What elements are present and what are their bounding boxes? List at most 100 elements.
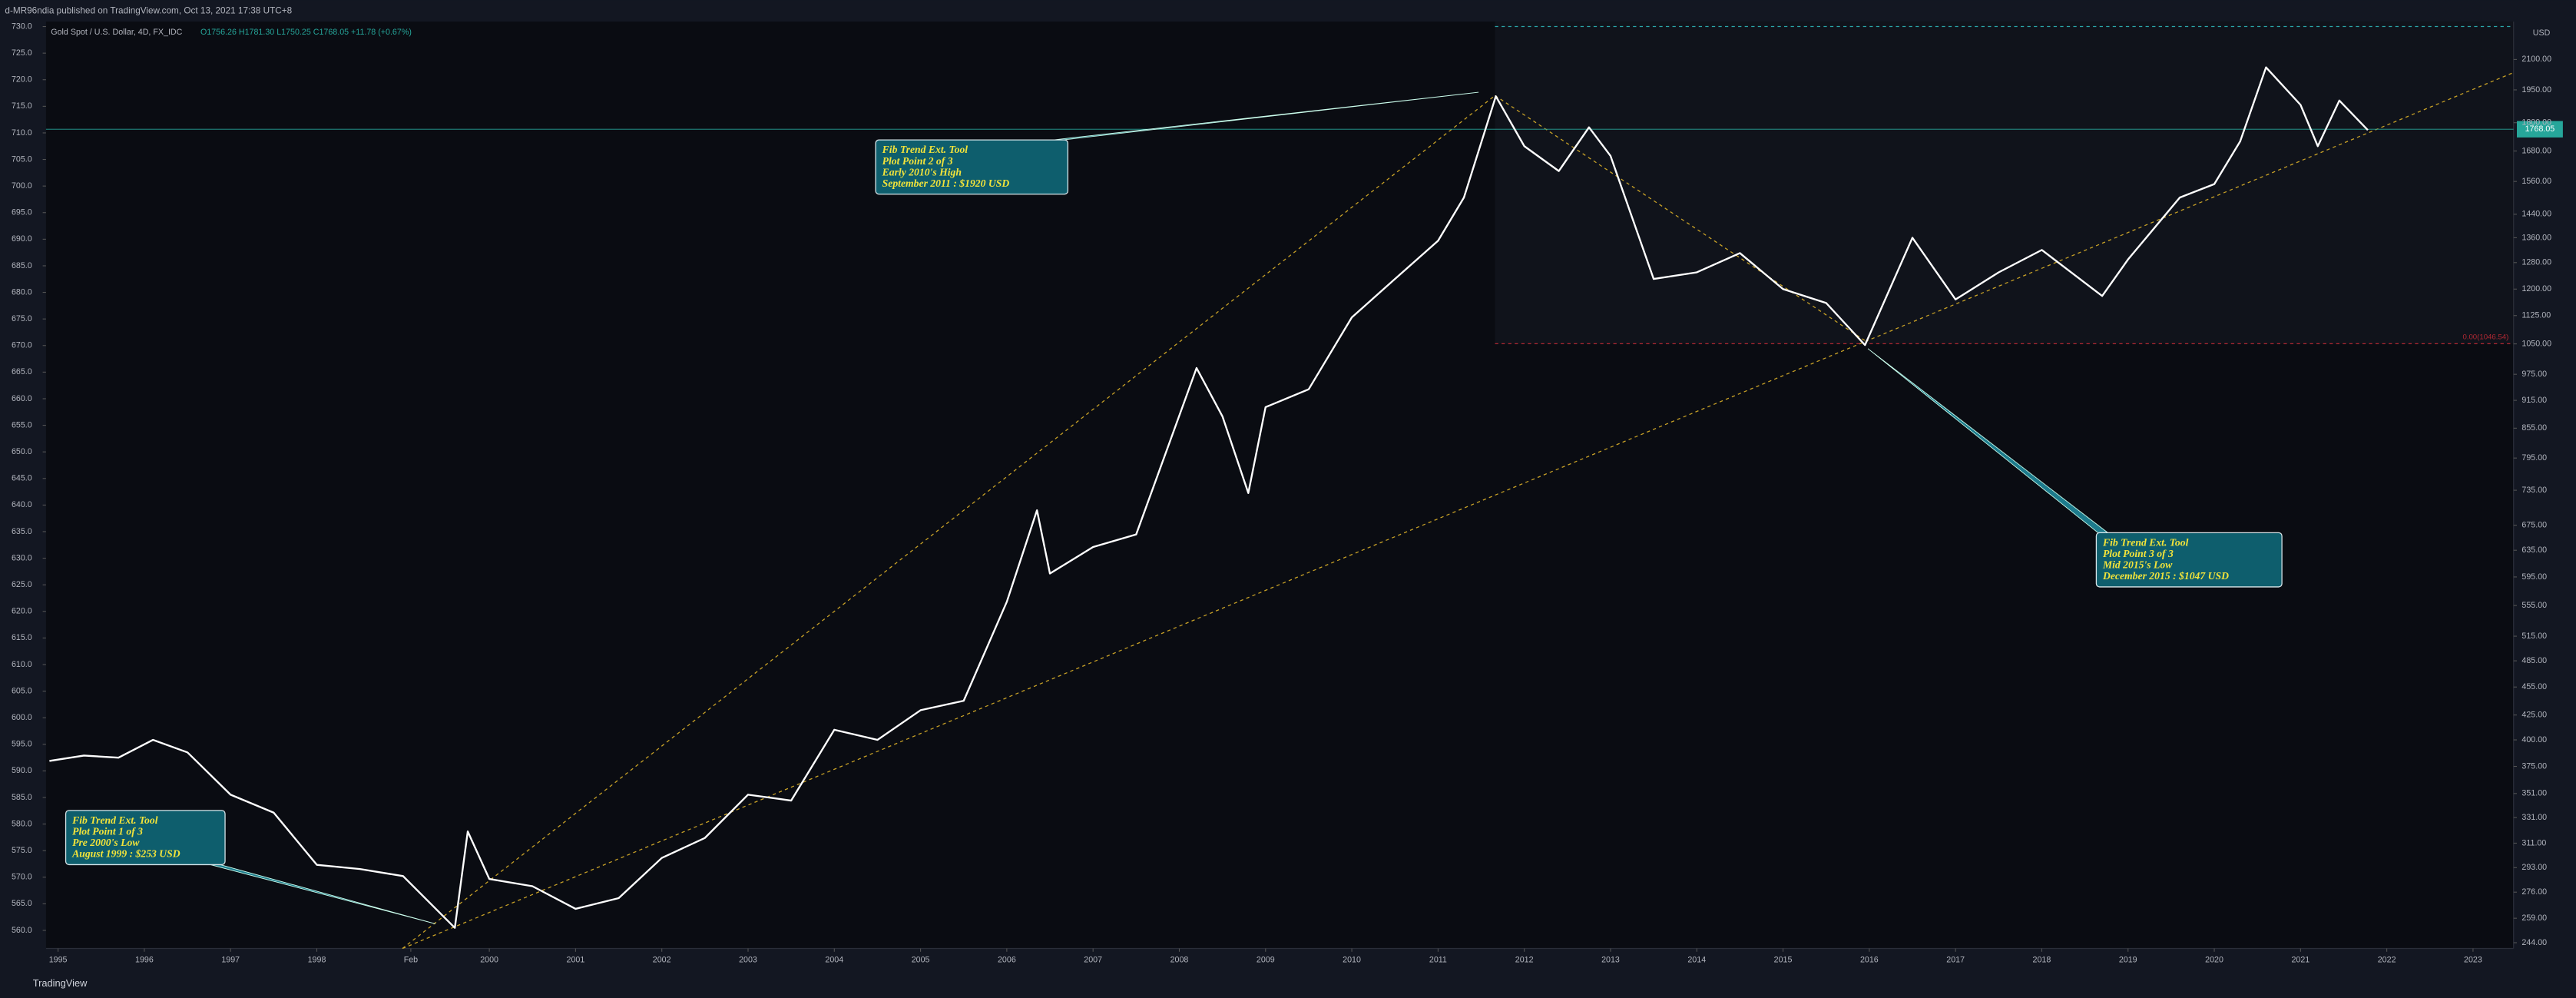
y-tick-label: 555.00 [2521, 601, 2547, 610]
price-line [49, 66, 2369, 929]
y-tick-label: 1050.00 [2521, 339, 2551, 348]
y2-tick-label: 690.0 [12, 234, 32, 244]
x-tick-label: 2018 [2033, 955, 2051, 964]
y2-tick-label: 645.0 [12, 474, 32, 483]
y2-tick-label: 595.0 [12, 740, 32, 749]
y-tick-label: 1280.00 [2521, 258, 2551, 267]
y2-tick-label: 580.0 [12, 819, 32, 828]
callout-text: September 2011 : $1920 USD [882, 177, 1010, 189]
callout-box [875, 139, 1069, 195]
callout-text: Fib Trend Ext. Tool [71, 814, 158, 826]
x-tick-label: 1997 [221, 955, 240, 964]
x-tick-label: 2022 [2378, 955, 2396, 964]
callout-text: Plot Point 1 of 3 [72, 826, 143, 837]
x-tick-label: 2008 [1170, 955, 1189, 964]
callout-box [65, 810, 226, 866]
y2-tick-label: 725.0 [12, 48, 32, 58]
drawings [45, 25, 2514, 950]
x-tick-label: 2012 [1515, 955, 1534, 964]
y2-tick-label: 670.0 [12, 341, 32, 350]
y2-tick-label: 680.0 [12, 287, 32, 297]
y-tick-label: 311.00 [2521, 838, 2546, 847]
callout-text: Early 2010's High [882, 166, 962, 177]
y2-tick-label: 625.0 [12, 580, 32, 589]
y-tick-label: 2100.00 [2521, 55, 2551, 64]
y2-tick-label: 630.0 [12, 553, 32, 562]
y-tick-label: 675.00 [2521, 520, 2547, 529]
x-tick-label: 2017 [1946, 955, 1965, 964]
axis-unit: USD [2533, 28, 2551, 38]
x-tick-label: 2019 [2119, 955, 2137, 964]
y-tick-label: 1440.00 [2521, 210, 2551, 219]
y-tick-label: 375.00 [2521, 761, 2547, 771]
x-tick-label: 2021 [2291, 955, 2309, 964]
x-tick-label: 2004 [825, 955, 843, 964]
y-tick-label: 1800.00 [2521, 118, 2551, 128]
x-tick-label: 1995 [49, 955, 68, 964]
y-tick-label: 855.00 [2521, 423, 2547, 433]
published: d-MR96ndia published on TradingView.com,… [5, 5, 292, 15]
y-tick-label: 1360.00 [2521, 233, 2551, 242]
y2-tick-label: 665.0 [12, 367, 32, 376]
last-price: 1768.05 [2525, 124, 2555, 134]
y-tick-label: 1125.00 [2521, 311, 2551, 320]
y2-tick-label: 585.0 [12, 793, 32, 802]
y2-tick-label: 650.0 [12, 447, 32, 456]
y2-tick-label: 635.0 [12, 527, 32, 536]
x-tick-label: 2001 [567, 955, 585, 964]
y2-tick-label: 590.0 [12, 766, 32, 775]
x-tick-label: 2006 [998, 955, 1016, 964]
y-tick-label: 795.00 [2521, 453, 2547, 463]
callout-text: August 1999 : $253 USD [71, 848, 180, 860]
y-tick-label: 975.00 [2521, 370, 2547, 379]
ohlc: O1756.26 H1781.30 L1750.25 C1768.05 +11.… [200, 28, 412, 37]
y2-tick-label: 705.0 [12, 154, 32, 164]
y-tick-label: 276.00 [2521, 887, 2547, 897]
y-tick-label: 293.00 [2521, 863, 2547, 872]
y-tick-label: 331.00 [2521, 813, 2547, 822]
y2-tick-label: 710.0 [12, 128, 32, 138]
y-tick-label: 485.00 [2521, 656, 2547, 665]
callout-text: Mid 2015's Low [2102, 559, 2173, 571]
y2-tick-label: 570.0 [12, 873, 32, 882]
y2-tick-label: 565.0 [12, 899, 32, 908]
y2-tick-label: 620.0 [12, 607, 32, 616]
y2-tick-label: 575.0 [12, 846, 32, 855]
x-tick-label: 2016 [1860, 955, 1879, 964]
x-tick-label: 2023 [2464, 955, 2482, 964]
y-tick-label: 1560.00 [2521, 177, 2551, 186]
y2-tick-label: 560.0 [12, 926, 32, 935]
y2-tick-label: 700.0 [12, 181, 32, 191]
callout-text: Plot Point 2 of 3 [882, 155, 953, 167]
y2-tick-label: 615.0 [12, 633, 32, 642]
callout-text: Plot Point 3 of 3 [2103, 548, 2174, 559]
y2-tick-label: 730.0 [12, 22, 32, 31]
trend-line [1495, 94, 1866, 341]
y2-tick-label: 660.0 [12, 394, 32, 403]
x-tick-label: 1998 [308, 955, 326, 964]
y2-tick-label: 685.0 [12, 261, 32, 270]
callout-box [2095, 532, 2283, 588]
y-tick-label: 915.00 [2521, 396, 2547, 405]
y-tick-label: 595.00 [2521, 572, 2547, 582]
x-tick-label: 1996 [135, 955, 154, 964]
y-tick-label: 1950.00 [2521, 85, 2551, 94]
callout-text: December 2015 : $1047 USD [2102, 570, 2229, 582]
callout-text: Fib Trend Ext. Tool [882, 144, 968, 155]
y2-tick-label: 605.0 [12, 686, 32, 695]
x-tick-label: Feb [404, 955, 418, 964]
callout-text: Pre 2000's Low [72, 837, 140, 848]
x-tick-label: 2000 [480, 955, 498, 964]
y2-tick-label: 655.0 [12, 420, 32, 429]
callout-text: Fib Trend Ext. Tool [2102, 536, 2189, 548]
x-tick-label: 2007 [1084, 955, 1102, 964]
y2-tick-label: 675.0 [12, 314, 32, 323]
y-tick-label: 351.00 [2521, 789, 2547, 798]
y2-tick-label: 600.0 [12, 713, 32, 722]
y-tick-label: 244.00 [2521, 938, 2547, 947]
x-tick-label: 2003 [739, 955, 757, 964]
x-tick-label: 2013 [1601, 955, 1620, 964]
y2-tick-label: 715.0 [12, 101, 32, 111]
y2-tick-label: 610.0 [12, 660, 32, 669]
